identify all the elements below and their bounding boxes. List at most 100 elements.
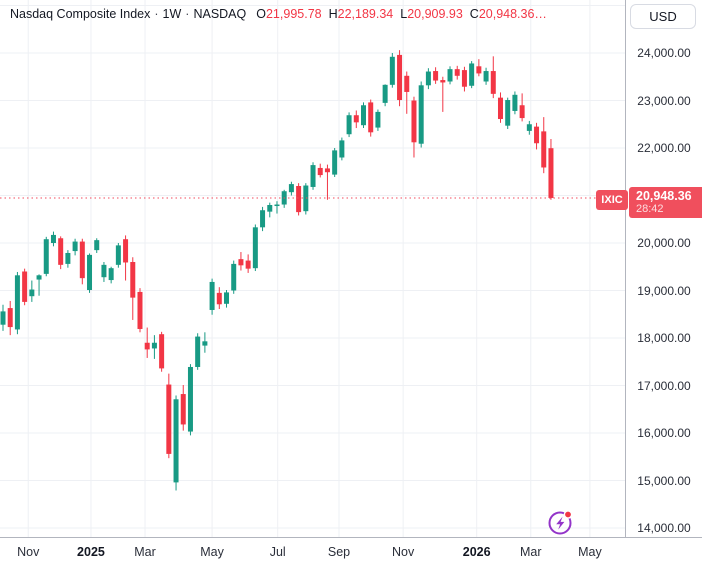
time-axis-label: May — [200, 545, 224, 559]
candle-body-up — [29, 289, 35, 297]
candle-body-up — [0, 311, 6, 325]
symbol-title[interactable]: Nasdaq Composite Index — [10, 7, 151, 21]
candle-body-down — [368, 102, 374, 133]
candle-body-up — [267, 205, 273, 212]
price-axis[interactable]: 24,000.0023,000.0022,000.0021,000.0020,0… — [625, 0, 702, 569]
time-axis-label: Nov — [17, 545, 40, 559]
chart-legend: Nasdaq Composite Index · 1W · NASDAQ O21,995.… — [10, 7, 554, 21]
candle-body-up — [346, 115, 352, 135]
candle-body-down — [353, 115, 359, 123]
legend-separator: · — [154, 7, 159, 21]
candle-body-up — [252, 227, 258, 269]
candle-body-up — [43, 239, 49, 274]
candle-body-down — [245, 260, 251, 269]
candle-body-down — [548, 148, 554, 198]
close-value: 20,948.36… — [478, 7, 547, 21]
price-axis-label: 22,000.00 — [637, 141, 691, 155]
ohlc-values: O21,995.78 H22,189.34 L20,909.93 C20,948.36… — [256, 7, 554, 21]
price-axis-label: 18,000.00 — [637, 331, 691, 345]
candle-body-down — [144, 342, 150, 350]
candle-body-up — [173, 399, 179, 483]
candle-body-up — [425, 71, 431, 86]
spark-circle-icon — [548, 511, 572, 535]
last-price-value: 20,948.36 — [636, 188, 692, 203]
candle-body-up — [332, 150, 338, 175]
candle-body-down — [519, 105, 525, 119]
candle-body-up — [87, 254, 93, 291]
candle-body-down — [497, 97, 503, 120]
candle-body-down — [454, 69, 460, 76]
candle-body-down — [7, 308, 13, 328]
close-key: C — [469, 7, 479, 21]
candle-body-up — [361, 105, 366, 126]
candle-body-up — [526, 124, 532, 131]
candle-body-up — [209, 281, 215, 310]
candle-body-down — [404, 75, 410, 92]
candle-body-up — [202, 341, 208, 346]
candle-body-down — [166, 384, 172, 454]
candle-body-down — [433, 71, 439, 81]
candle-body-up — [72, 241, 78, 252]
candle-body-up — [505, 100, 511, 126]
candle-body-down — [58, 238, 64, 265]
candle-body-up — [224, 292, 230, 304]
candle-body-up — [65, 252, 71, 264]
price-axis-label: 23,000.00 — [637, 93, 691, 108]
candle-body-up — [14, 275, 20, 330]
candle-body-up — [101, 264, 107, 278]
candle-body-down — [317, 167, 323, 176]
time-axis-label: Jul — [269, 545, 286, 559]
candle-body-down — [159, 334, 165, 369]
candle-body-up — [108, 268, 114, 281]
candle-body-up — [288, 184, 294, 193]
candle-body-up — [389, 56, 395, 85]
price-axis-label: 19,000.00 — [637, 283, 691, 298]
time-axis-label: Mar — [520, 545, 542, 559]
candle-body-up — [447, 69, 453, 82]
price-tag-symbol: IXIC — [596, 189, 628, 210]
spark-events-button[interactable] — [544, 506, 576, 538]
price-axis-label: 15,000.00 — [637, 473, 691, 488]
candle-body-down — [397, 54, 403, 101]
price-axis-label: 24,000.00 — [637, 46, 691, 60]
open-value: 21,995.78 — [265, 7, 322, 21]
high-key: H — [328, 7, 338, 21]
candle-body-down — [411, 100, 417, 143]
candle-body-down — [296, 186, 302, 213]
bar-countdown: 28:42 — [636, 202, 664, 215]
legend-separator: · — [185, 7, 190, 21]
time-axis-label: Sep — [327, 545, 351, 559]
time-axis-label: Mar — [134, 545, 156, 559]
candle-body-up — [375, 111, 381, 128]
time-axis-label: 2025 — [77, 545, 105, 559]
candle-body-up — [94, 240, 100, 251]
currency-button[interactable]: USD — [630, 4, 696, 29]
time-axis-label: May — [578, 545, 602, 559]
candle-body-down — [130, 262, 136, 298]
candle-body-down — [123, 239, 129, 263]
candle-body-down — [324, 168, 330, 173]
candle-body-up — [151, 342, 157, 349]
exchange-label: NASDAQ — [193, 7, 247, 21]
price-axis-label: 14,000.00 — [637, 521, 691, 535]
candle-body-up — [483, 71, 489, 82]
candle-body-up — [418, 85, 424, 144]
candle-body-down — [180, 394, 186, 425]
time-axis[interactable]: Nov 2025 Mar May Jul Sep Nov 2026 Mar May — [0, 537, 702, 569]
candle-body-down — [534, 126, 540, 144]
candle-body-up — [382, 84, 388, 103]
candle-body-down — [216, 292, 222, 305]
time-axis-label: 2026 — [462, 545, 491, 559]
price-axis-label: 17,000.00 — [637, 378, 691, 393]
time-axis-label: Nov — [392, 545, 415, 559]
low-key: L — [400, 7, 408, 21]
candle-body-down — [22, 271, 28, 302]
high-value: 22,189.34 — [337, 7, 394, 21]
price-axis-label: 20,000.00 — [637, 236, 691, 250]
interval-label[interactable]: 1W — [162, 7, 182, 21]
candle-body-up — [50, 234, 56, 243]
candle-body-up — [231, 263, 237, 291]
candle-body-up — [187, 366, 193, 432]
